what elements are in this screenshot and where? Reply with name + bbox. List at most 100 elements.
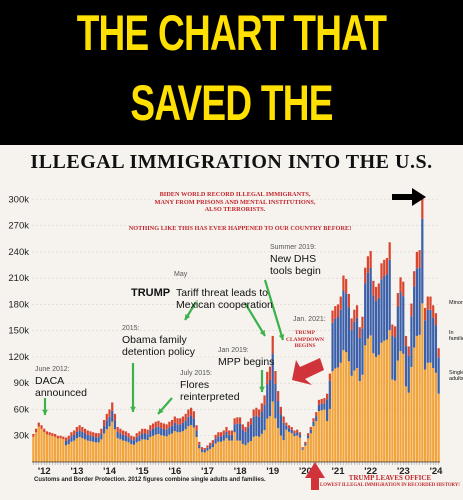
bar-minors (170, 419, 174, 426)
dhs-date: Summer 2019: (270, 244, 316, 251)
bar-minors (434, 313, 438, 326)
bar-minors (339, 296, 342, 310)
bar-minors (111, 402, 114, 411)
bar-single-adults (369, 335, 372, 462)
bar-minors (336, 304, 340, 318)
bar-families (247, 427, 250, 443)
bar-families (105, 420, 108, 430)
bar-families (249, 424, 253, 441)
bar-families (187, 416, 190, 427)
bar-minors (315, 412, 318, 417)
bar-families (176, 424, 179, 433)
bar-families (200, 449, 204, 452)
bar-single-adults (315, 421, 318, 462)
bar-families (290, 429, 293, 434)
daca-label: DACA announced (35, 375, 87, 399)
bar-families (404, 346, 408, 387)
bar-families (437, 357, 440, 394)
bar-single-adults (157, 434, 160, 462)
bar-single-adults (274, 418, 277, 462)
bar-minors (219, 432, 223, 437)
bar-minors (97, 433, 100, 438)
bar-minors (190, 407, 193, 416)
bar-minors (296, 429, 299, 433)
bar-minors (374, 286, 378, 301)
bar-minors (32, 433, 35, 437)
bar-families (285, 425, 288, 430)
bar-families (89, 435, 92, 442)
bar-minors (396, 293, 399, 307)
bar-minors (54, 433, 57, 437)
bar-single-adults (385, 339, 389, 462)
bar-single-adults (244, 445, 247, 462)
bar-families (331, 322, 334, 372)
bar-single-adults (282, 440, 285, 462)
bar-families (339, 309, 342, 363)
bar-minors (355, 305, 359, 318)
bar-minors (312, 418, 315, 422)
bar-families (320, 404, 323, 411)
side-label-single: Single adults (449, 370, 463, 382)
bar-minors (290, 426, 293, 430)
bar-families (86, 434, 89, 441)
bar-minors (244, 426, 247, 432)
bar-minors (78, 425, 81, 431)
bar-minors (217, 432, 220, 437)
bar-single-adults (249, 440, 253, 462)
bar-single-adults (89, 441, 92, 462)
bar-families (255, 415, 258, 436)
bar-minors (326, 393, 329, 400)
bar-minors (432, 305, 435, 318)
bar-single-adults (97, 442, 100, 462)
bar-minors (62, 436, 65, 440)
bar-single-adults (225, 438, 228, 462)
bar-minors (209, 442, 212, 446)
trump-leaves-label: TRUMP LEAVES OFFICE (348, 474, 432, 482)
bar-single-adults (372, 353, 375, 462)
bar-minors (73, 430, 76, 435)
bar-families (122, 434, 125, 441)
bar-families (391, 335, 394, 380)
bar-single-adults (45, 434, 49, 462)
bar-minors (320, 398, 323, 405)
bar-single-adults (429, 362, 432, 462)
bar-single-adults (222, 440, 225, 462)
bar-single-adults (165, 436, 168, 462)
bar-minors (86, 430, 89, 435)
bar-families (108, 416, 111, 427)
bar-minors (323, 398, 326, 404)
bar-minors (67, 435, 70, 440)
bar-single-adults (143, 439, 146, 462)
bar-families (353, 321, 356, 371)
mpp-date: Jan 2019: (218, 347, 249, 354)
bar-minors (105, 413, 108, 421)
bar-single-adults (374, 356, 378, 462)
peak-arrow (392, 188, 426, 206)
bar-families (70, 436, 73, 442)
x-tick-label: '12 (38, 466, 51, 477)
bar-minors (45, 431, 49, 435)
bar-families (407, 355, 410, 393)
event-arrow (244, 302, 266, 337)
bar-families (130, 439, 133, 445)
bar-single-adults (334, 368, 337, 462)
bar-single-adults (364, 345, 367, 462)
bar-minors (195, 425, 198, 431)
event-arrowhead (130, 406, 136, 412)
bar-minors (127, 433, 130, 438)
bar-minors (130, 435, 133, 440)
bar-minors (402, 281, 405, 297)
bar-minors (287, 425, 291, 429)
x-tick-label: '18 (234, 466, 247, 477)
bar-families (402, 296, 405, 354)
bar-single-adults (380, 342, 383, 462)
bar-families (266, 384, 269, 419)
bar-single-adults (402, 353, 405, 462)
bar-single-adults (105, 429, 108, 462)
obama-label: Obama family detention policy (122, 334, 195, 358)
bar-single-adults (347, 361, 350, 462)
source-note: Customs and Border Protection. 2012 figu… (34, 477, 266, 483)
bar-families (282, 422, 285, 441)
x-tick-label: '17 (201, 466, 214, 477)
bar-families (165, 429, 168, 437)
